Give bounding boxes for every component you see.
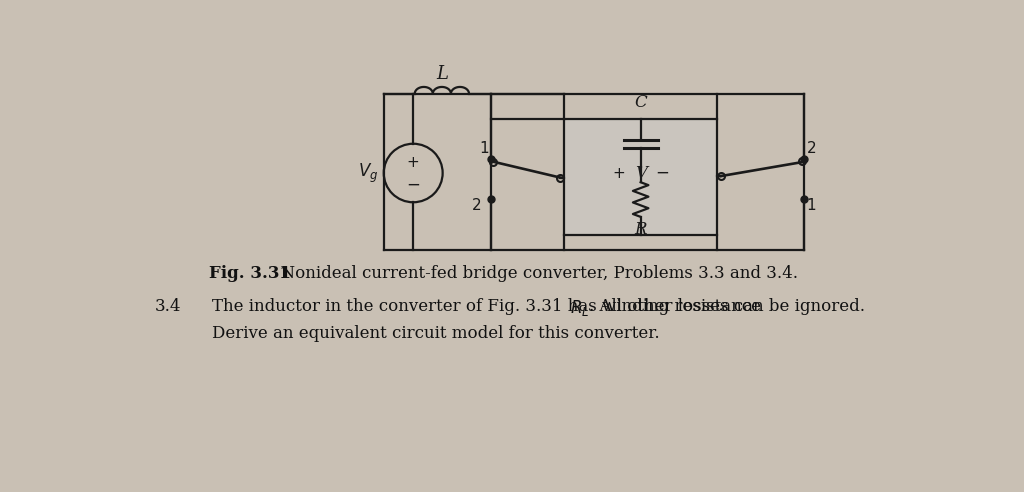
Text: 2: 2	[472, 198, 481, 213]
Text: $V_g$: $V_g$	[358, 161, 379, 184]
Text: . All other losses can be ignored.: . All other losses can be ignored.	[589, 298, 865, 315]
Text: L: L	[436, 64, 447, 83]
Text: Derive an equivalent circuit model for this converter.: Derive an equivalent circuit model for t…	[212, 326, 659, 342]
Text: 2: 2	[807, 141, 816, 156]
Text: −: −	[655, 164, 670, 182]
Text: Nonideal current-fed bridge converter, Problems 3.3 and 3.4.: Nonideal current-fed bridge converter, P…	[270, 265, 798, 282]
Text: +: +	[407, 155, 420, 171]
Text: 3.4: 3.4	[155, 298, 181, 315]
Text: The inductor in the converter of Fig. 3.31 has winding resistance: The inductor in the converter of Fig. 3.…	[212, 298, 766, 315]
Text: −: −	[407, 176, 420, 193]
Bar	[564, 119, 717, 235]
Text: C: C	[634, 94, 647, 111]
Text: 1: 1	[479, 141, 489, 156]
Text: R: R	[635, 221, 647, 238]
Text: $R_L$: $R_L$	[569, 298, 589, 318]
Text: V: V	[635, 164, 647, 182]
Text: Fig. 3.31: Fig. 3.31	[209, 265, 292, 282]
Text: +: +	[612, 165, 626, 181]
Text: 1: 1	[807, 198, 816, 213]
